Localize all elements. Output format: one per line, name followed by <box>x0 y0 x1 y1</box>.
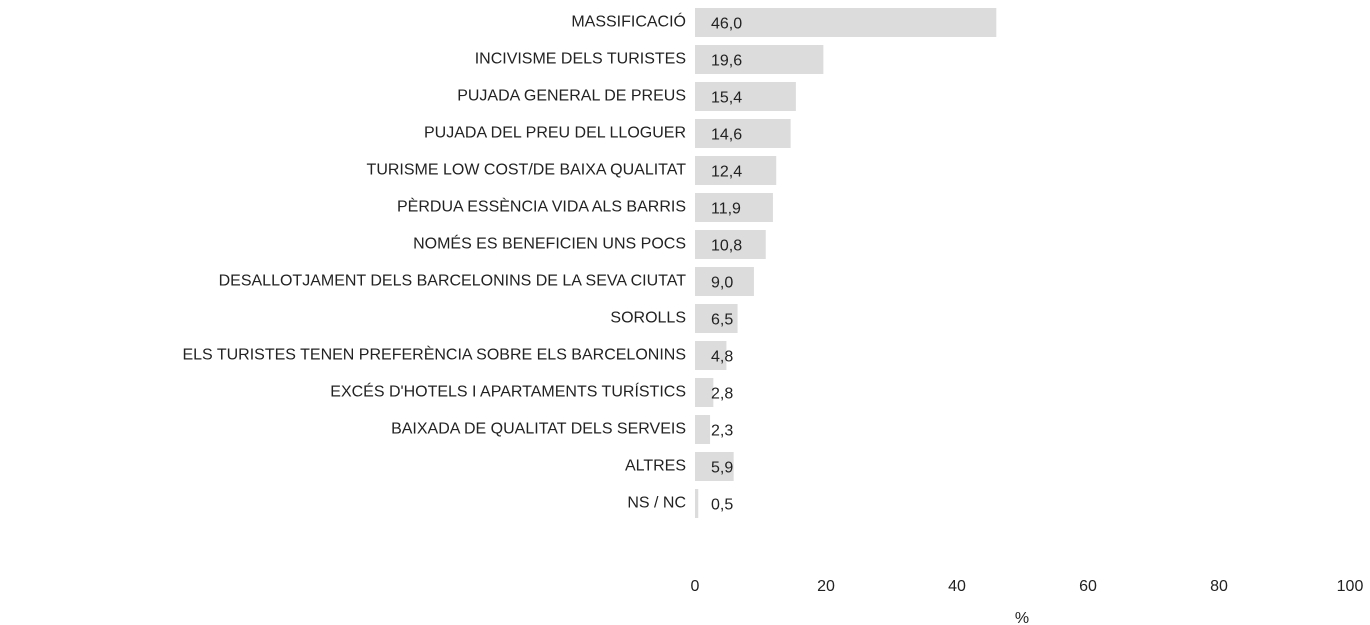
y-tick-label: DESALLOTJAMENT DELS BARCELONINS DE LA SE… <box>219 273 687 290</box>
x-tick-label: 40 <box>948 578 966 595</box>
y-tick-label: INCIVISME DELS TURISTES <box>475 51 686 68</box>
x-tick-label: 0 <box>691 578 700 595</box>
data-label: 5,9 <box>711 460 733 477</box>
data-label: 12,4 <box>711 164 742 181</box>
y-tick-label: PUJADA GENERAL DE PREUS <box>457 88 686 105</box>
bar <box>695 230 766 259</box>
x-tick-label: 100 <box>1337 578 1364 595</box>
x-tick-label: 20 <box>817 578 835 595</box>
y-tick-label: ELS TURISTES TENEN PREFERÈNCIA SOBRE ELS… <box>182 345 686 364</box>
bar <box>695 45 824 74</box>
y-tick-label: TURISME LOW COST/DE BAIXA QUALITAT <box>367 162 687 179</box>
y-tick-label: NS / NC <box>627 495 686 512</box>
x-tick-label: 60 <box>1079 578 1097 595</box>
y-tick-label: BAIXADA DE QUALITAT DELS SERVEIS <box>391 421 686 438</box>
y-tick-label: PÈRDUA ESSÈNCIA VIDA ALS BARRIS <box>397 197 686 216</box>
data-label: 6,5 <box>711 312 733 329</box>
data-label: 15,4 <box>711 90 742 107</box>
bar <box>695 415 711 444</box>
data-label: 2,8 <box>711 386 733 403</box>
data-label: 10,8 <box>711 238 742 255</box>
y-tick-label: SOROLLS <box>610 310 686 327</box>
data-label: 19,6 <box>711 53 742 70</box>
bar <box>695 82 796 111</box>
data-label: 11,9 <box>711 201 741 218</box>
bar <box>695 267 754 296</box>
data-label: 14,6 <box>711 127 742 144</box>
bar <box>695 8 997 37</box>
x-axis-label: % <box>1015 610 1029 625</box>
data-label: 9,0 <box>711 275 733 292</box>
y-tick-label: NOMÉS ES BENEFICIEN UNS POCS <box>413 234 686 253</box>
data-label: 2,3 <box>711 423 733 440</box>
x-tick-label: 80 <box>1210 578 1228 595</box>
bar <box>695 193 773 222</box>
y-tick-label: ALTRES <box>625 458 686 475</box>
bar <box>695 489 699 518</box>
data-label: 0,5 <box>711 497 733 514</box>
bar <box>695 304 738 333</box>
y-tick-label: EXCÉS D'HOTELS I APARTAMENTS TURÍSTICS <box>330 382 686 401</box>
data-label: 4,8 <box>711 349 733 366</box>
bar <box>695 156 777 185</box>
bar <box>695 452 734 481</box>
y-tick-label: PUJADA DEL PREU DEL LLOGUER <box>424 125 686 142</box>
y-tick-label: MASSIFICACIÓ <box>571 12 686 31</box>
bar <box>695 378 714 407</box>
bar <box>695 341 727 370</box>
bar <box>695 119 791 148</box>
data-label: 46,0 <box>711 16 742 33</box>
